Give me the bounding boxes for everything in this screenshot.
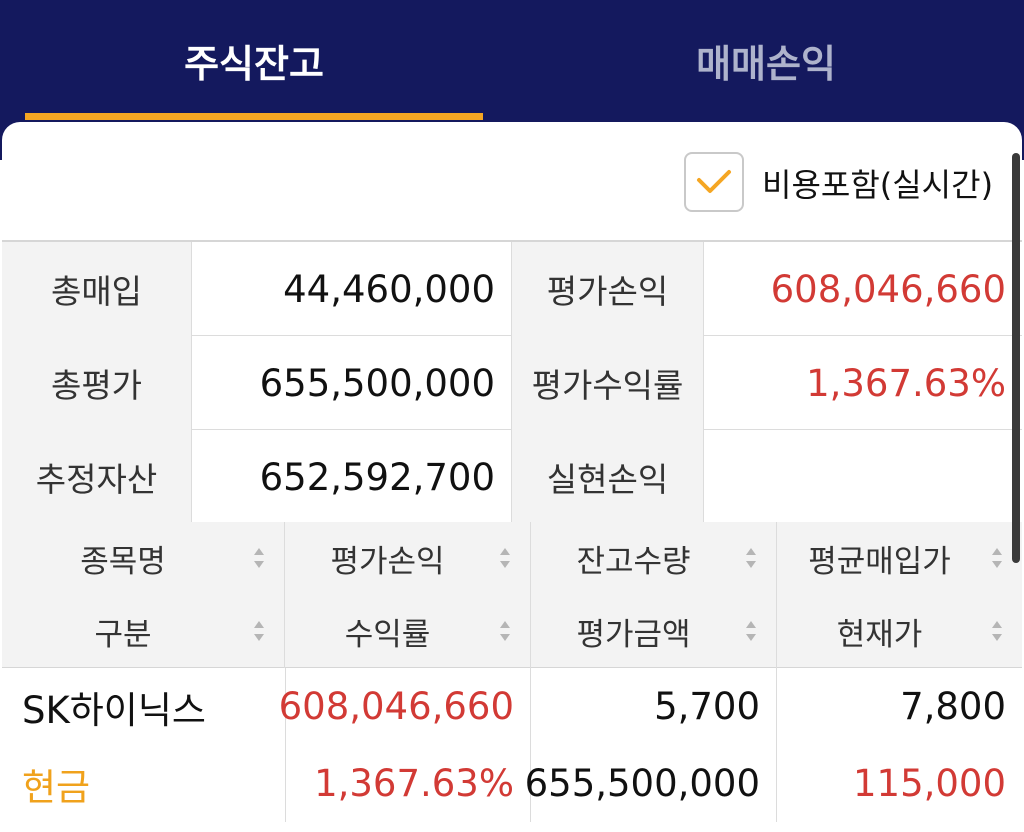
realized-pnl-value [704,430,1022,524]
eval-return-value: 1,367.63% [806,361,1006,405]
summary-row: 총매입 44,460,000 평가손익 608,046,660 [2,242,1022,336]
eval-pnl-value: 608,046,660 [770,267,1006,311]
table-row[interactable]: SK하이닉스 608,046,660 5,700 7,800 현금 1,367.… [2,668,1022,822]
total-eval-value: 655,500,000 [192,336,512,430]
summary-row: 추정자산 652,592,700 실현손익 [2,430,1022,524]
header-label: 구분 [94,617,152,653]
row-avg-price: 7,800 [900,685,1006,728]
header-eval-pnl[interactable]: 평가손익 [285,522,531,595]
header-return-rate[interactable]: 수익률 [285,595,531,668]
balance-panel: 비용포함(실시간) 총매입 44,460,000 평가손익 608,046,66… [2,122,1022,832]
row-type: 현금 [22,765,91,809]
total-eval-label: 총평가 [2,336,192,430]
total-purchase-label: 총매입 [2,242,192,336]
sort-icon [500,548,510,568]
sort-icon [254,621,264,641]
cost-include-label[interactable]: 비용포함(실시간) [762,166,994,204]
header-label: 수익률 [344,617,431,653]
total-purchase-value: 44,460,000 [192,242,512,336]
cost-toggle-row: 비용포함(실시간) [2,122,1022,240]
est-assets-value: 652,592,700 [192,430,512,524]
row-return-rate: 1,367.63% [285,745,531,822]
stock-name: SK하이닉스 [22,688,206,732]
header-eval-amount[interactable]: 평가금액 [531,595,777,668]
realized-pnl-label: 실현손익 [512,430,704,524]
header-type[interactable]: 구분 [2,595,285,668]
row-current-price: 115,000 [852,762,1006,805]
tab-stock-balance[interactable]: 주식잔고 [184,41,324,86]
eval-pnl-label: 평가손익 [512,242,704,336]
est-assets-label: 추정자산 [2,430,192,524]
header-current-price[interactable]: 현재가 [777,595,1022,668]
check-icon [697,170,731,193]
summary-row: 총평가 655,500,000 평가수익률 1,367.63% [2,336,1022,430]
summary-table: 총매입 44,460,000 평가손익 608,046,660 총평가 655,… [2,240,1022,524]
row-quantity: 5,700 [531,668,777,745]
header-label: 현재가 [836,617,923,653]
header-stock-name[interactable]: 종목명 [2,522,285,595]
sort-icon [254,548,264,568]
header-label: 평가금액 [576,617,691,653]
sort-icon [992,548,1002,568]
header-label: 잔고수량 [576,544,691,580]
header-avg-price[interactable]: 평균매입가 [777,522,1022,595]
row-eval-pnl: 608,046,660 [279,668,531,745]
header-label: 평균매입가 [808,544,951,580]
sort-icon [992,621,1002,641]
sort-icon [746,621,756,641]
row-eval-amount: 655,500,000 [525,745,777,822]
header-label: 종목명 [80,544,166,580]
header-label: 평가손익 [330,544,445,580]
tab-trade-pnl[interactable]: 매매손익 [696,41,836,86]
sort-icon [500,621,510,641]
eval-return-label: 평가수익률 [512,336,704,430]
header-quantity[interactable]: 잔고수량 [531,522,777,595]
vertical-scrollbar[interactable] [1012,153,1020,563]
column-divider [285,668,286,822]
active-tab-indicator [25,113,483,120]
holdings-table-header: 종목명 평가손익 잔고수량 평균매입가 구분 수익률 평가금액 현재가 [2,522,1022,668]
cost-include-checkbox[interactable] [684,152,744,212]
sort-icon [746,548,756,568]
